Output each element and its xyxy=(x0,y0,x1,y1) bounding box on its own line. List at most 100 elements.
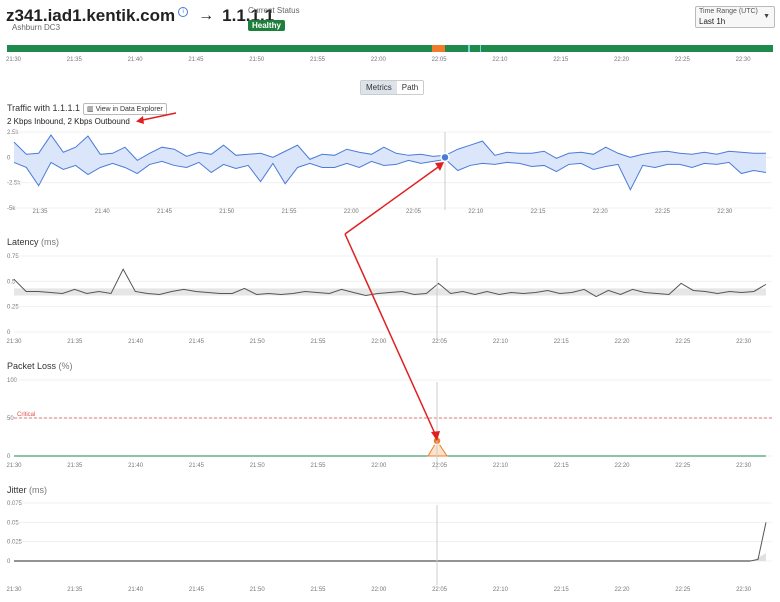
packet-loss-title-text: Packet Loss xyxy=(7,361,57,371)
time-range-value: Last 1h xyxy=(699,17,726,26)
x-tick-label: 22:30 xyxy=(736,339,752,345)
jitter-title-text: Jitter xyxy=(7,485,27,495)
x-tick-label: 21:40 xyxy=(128,463,144,469)
x-tick-label: 22:30 xyxy=(736,587,752,593)
agent-location: Ashburn DC3 xyxy=(12,23,61,32)
x-tick-label: 21:30 xyxy=(6,339,22,345)
x-tick-label: 22:10 xyxy=(468,209,484,215)
y-tick-label: 50 xyxy=(7,416,14,422)
timeline-marker xyxy=(480,45,481,52)
x-tick-label: 22:15 xyxy=(554,463,570,469)
x-tick-label: 22:25 xyxy=(655,209,671,215)
x-tick-label: 21:45 xyxy=(189,339,205,345)
x-tick-label: 22:30 xyxy=(736,463,752,469)
y-tick-label: 0.075 xyxy=(7,501,23,507)
x-tick-label: 21:40 xyxy=(128,339,144,345)
x-tick-label: 22:20 xyxy=(614,339,630,345)
y-tick-label: -5k xyxy=(7,206,16,212)
timeline-tick-label: 22:00 xyxy=(370,57,386,63)
timeline-marker xyxy=(468,45,470,52)
traffic-hover-point xyxy=(440,152,450,163)
chart-icon: ▥ xyxy=(87,106,96,113)
traffic-title: Traffic with 1.1.1.1 xyxy=(7,103,81,113)
timeline-tick-label: 21:50 xyxy=(249,57,265,63)
x-tick-label: 22:05 xyxy=(432,339,448,345)
time-range-select[interactable]: Time Range (UTC) Last 1h ▼ xyxy=(695,6,775,28)
x-tick-label: 21:50 xyxy=(250,587,266,593)
timeline-tick-label: 21:55 xyxy=(310,57,326,63)
x-tick-label: 22:25 xyxy=(675,339,691,345)
annotation-arrowhead xyxy=(136,116,144,124)
status-label: Current Status xyxy=(248,6,300,15)
info-icon[interactable]: i xyxy=(178,7,189,17)
tab-path[interactable]: Path xyxy=(401,83,419,92)
annotation-arrowhead xyxy=(435,162,444,171)
jitter-spike-line xyxy=(749,522,767,562)
x-tick-label: 21:30 xyxy=(6,463,22,469)
x-tick-label: 22:30 xyxy=(717,209,733,215)
y-tick-label: 0.5 xyxy=(7,279,16,285)
packet-loss-title: Packet Loss (%) xyxy=(7,361,73,371)
timeline-tick-label: 21:45 xyxy=(188,57,204,63)
y-tick-label: 0.25 xyxy=(7,305,19,311)
critical-label: Critical xyxy=(17,412,35,418)
arrow-right-icon: → xyxy=(198,7,215,24)
traffic-outbound-line xyxy=(13,158,767,191)
x-tick-label: 22:20 xyxy=(614,587,630,593)
timeline-tick-label: 21:35 xyxy=(66,57,82,63)
jitter-title: Jitter (ms) xyxy=(7,485,47,495)
x-tick-label: 21:40 xyxy=(95,209,111,215)
view-tabs: Metrics Path xyxy=(360,80,425,95)
y-tick-label: 0 xyxy=(7,155,11,161)
view-in-data-explorer-button[interactable]: ▥ View in Data Explorer xyxy=(83,103,167,115)
x-tick-label: 21:55 xyxy=(310,587,326,593)
timeline-tick-label: 22:20 xyxy=(614,57,630,63)
x-tick-label: 21:45 xyxy=(189,463,205,469)
x-tick-label: 22:10 xyxy=(493,463,509,469)
x-tick-label: 21:55 xyxy=(310,463,326,469)
jitter-unit: (ms) xyxy=(29,485,48,495)
annotation-arrowhead xyxy=(431,431,440,441)
timeline-warning-segment[interactable] xyxy=(432,45,445,52)
x-tick-label: 21:50 xyxy=(250,463,266,469)
traffic-area xyxy=(14,135,766,190)
latency-unit: (ms) xyxy=(41,237,60,247)
x-tick-label: 21:35 xyxy=(67,463,83,469)
annotation-arrow xyxy=(344,164,442,235)
timeline-tick-label: 21:40 xyxy=(127,57,143,63)
x-tick-label: 22:10 xyxy=(493,587,509,593)
timeline-tick-label: 22:15 xyxy=(553,57,569,63)
timeline-tick-label: 22:30 xyxy=(735,57,751,63)
timeline-tick-label: 22:05 xyxy=(431,57,447,63)
x-tick-label: 22:25 xyxy=(675,587,691,593)
x-tick-label: 22:20 xyxy=(614,463,630,469)
x-tick-label: 22:20 xyxy=(593,209,609,215)
x-tick-label: 22:05 xyxy=(432,587,448,593)
health-timeline[interactable] xyxy=(7,45,773,52)
y-tick-label: 0 xyxy=(7,454,11,460)
x-tick-label: 21:30 xyxy=(6,587,22,593)
tab-metrics[interactable]: Metrics xyxy=(361,81,397,94)
y-tick-label: 0.025 xyxy=(7,540,23,546)
traffic-summary: 2 Kbps Inbound, 2 Kbps Outbound xyxy=(7,117,130,126)
latency-band xyxy=(14,288,766,296)
source-host: z341.iad1.kentik.com xyxy=(6,6,176,25)
x-tick-label: 21:45 xyxy=(189,587,205,593)
y-tick-label: 0.75 xyxy=(7,254,19,260)
x-tick-label: 22:00 xyxy=(371,463,387,469)
x-tick-label: 22:05 xyxy=(432,463,448,469)
latency-title: Latency (ms) xyxy=(7,237,59,247)
data-explorer-label: View in Data Explorer xyxy=(95,106,163,113)
x-tick-label: 21:55 xyxy=(281,209,297,215)
time-range-label: Time Range (UTC) xyxy=(699,8,758,15)
x-tick-label: 22:05 xyxy=(406,209,422,215)
x-tick-label: 21:50 xyxy=(250,339,266,345)
x-tick-label: 21:45 xyxy=(157,209,173,215)
y-tick-label: 0.05 xyxy=(7,520,19,526)
chevron-down-icon: ▼ xyxy=(763,13,770,20)
packet-loss-unit: (%) xyxy=(58,361,73,371)
traffic-inbound-line xyxy=(13,134,766,162)
annotation-arrow xyxy=(344,233,437,437)
y-tick-label: 100 xyxy=(7,378,18,384)
status-badge: Healthy xyxy=(248,20,285,31)
